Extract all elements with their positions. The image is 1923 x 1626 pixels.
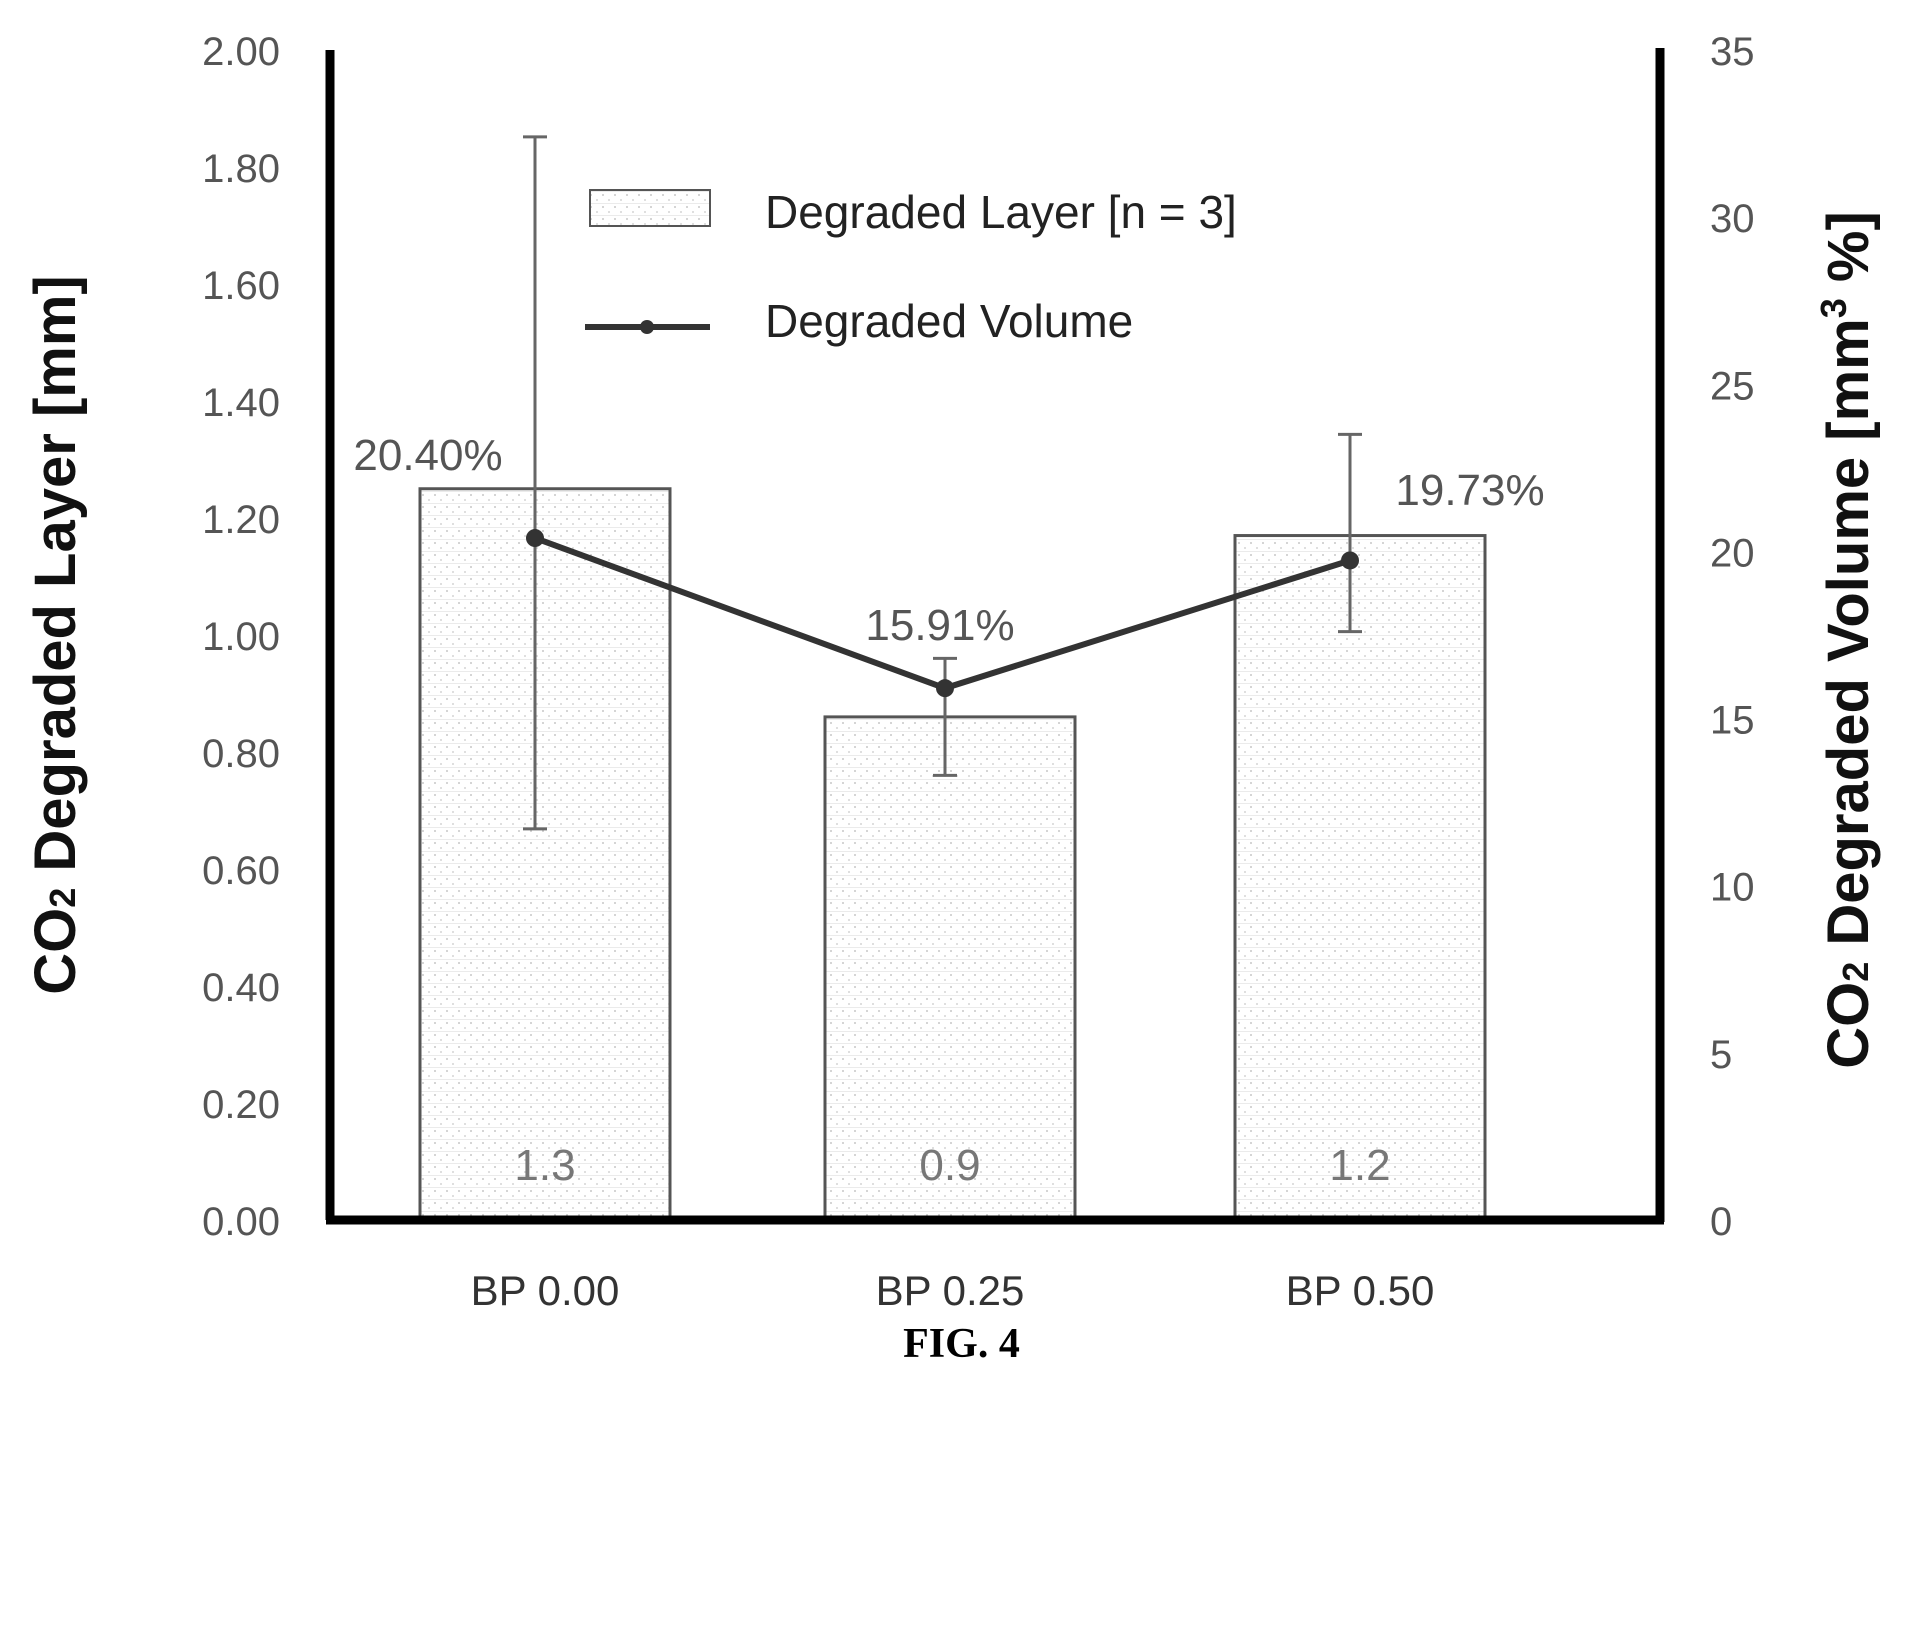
bar-value-label: 1.2 [1329, 1141, 1390, 1190]
y-right-tick-label: 20 [1710, 531, 1755, 575]
volume-point [526, 529, 544, 548]
y-left-tick-label: 0.60 [202, 849, 280, 893]
volume-value-label: 19.73% [1395, 466, 1544, 515]
bar [418, 487, 672, 1222]
x-category-label: BP 0.25 [876, 1267, 1025, 1314]
bar-value-label: 1.3 [514, 1141, 575, 1190]
figure-caption: FIG. 4 [903, 1321, 1020, 1367]
line-series: 20.40% 15.91% 19.73% [353, 431, 1545, 698]
bar-series: 1.3 0.9 1.2 [418, 487, 1487, 1222]
volume-value-label: 20.40% [353, 431, 502, 480]
y-right-tick-label: 25 [1710, 364, 1755, 408]
y-right-tick-label: 30 [1710, 197, 1755, 241]
y-left-tick-label: 1.80 [202, 147, 280, 191]
y-left-tick-label: 0.20 [202, 1083, 280, 1127]
y-left-tick-label: 0.40 [202, 966, 280, 1010]
y-left-tick-label: 2.00 [202, 30, 280, 74]
y-left-tick-label: 0.00 [202, 1200, 280, 1244]
y-left-tick-label: 1.00 [202, 615, 280, 659]
x-category-label: BP 0.00 [471, 1267, 620, 1314]
y-right-axis-label: CO2 Degraded Volume [mm3 %] [1813, 211, 1881, 1069]
y-right-tick-label: 5 [1710, 1033, 1732, 1077]
bar [1233, 534, 1487, 1222]
bar-value-label: 0.9 [919, 1141, 980, 1190]
legend-label-line: Degraded Volume [765, 295, 1133, 347]
legend-swatch-bar [589, 189, 711, 227]
legend-swatch-marker [640, 320, 654, 334]
volume-value-label: 15.91% [865, 601, 1014, 650]
y-right-tick-label: 35 [1710, 30, 1755, 74]
legend-label-bar: Degraded Layer [n = 3] [765, 186, 1237, 238]
y-left-tick-label: 0.80 [202, 732, 280, 776]
y-left-tick-label: 1.20 [202, 498, 280, 542]
x-category-label: BP 0.50 [1286, 1267, 1435, 1314]
bar [823, 715, 1077, 1222]
y-right-tick-label: 10 [1710, 866, 1755, 910]
right-axis-ticks: 0 5 10 15 20 25 30 35 [1710, 30, 1755, 1244]
y-left-tick-label: 1.60 [202, 264, 280, 308]
legend: Degraded Layer [n = 3] Degraded Volume [585, 186, 1237, 347]
y-left-tick-label: 1.40 [202, 381, 280, 425]
error-bars [523, 135, 1362, 831]
left-axis-ticks: 0.00 0.20 0.40 0.60 0.80 1.00 1.20 1.40 1.60 1.80… [202, 30, 280, 1244]
y-left-axis-label: CO2 Degraded Layer [mm] [23, 275, 88, 994]
volume-point [1341, 551, 1359, 570]
volume-point [936, 679, 954, 698]
y-right-tick-label: 0 [1710, 1200, 1732, 1244]
category-labels: BP 0.00 BP 0.25 BP 0.50 [471, 1267, 1435, 1314]
y-right-tick-label: 15 [1710, 699, 1755, 743]
